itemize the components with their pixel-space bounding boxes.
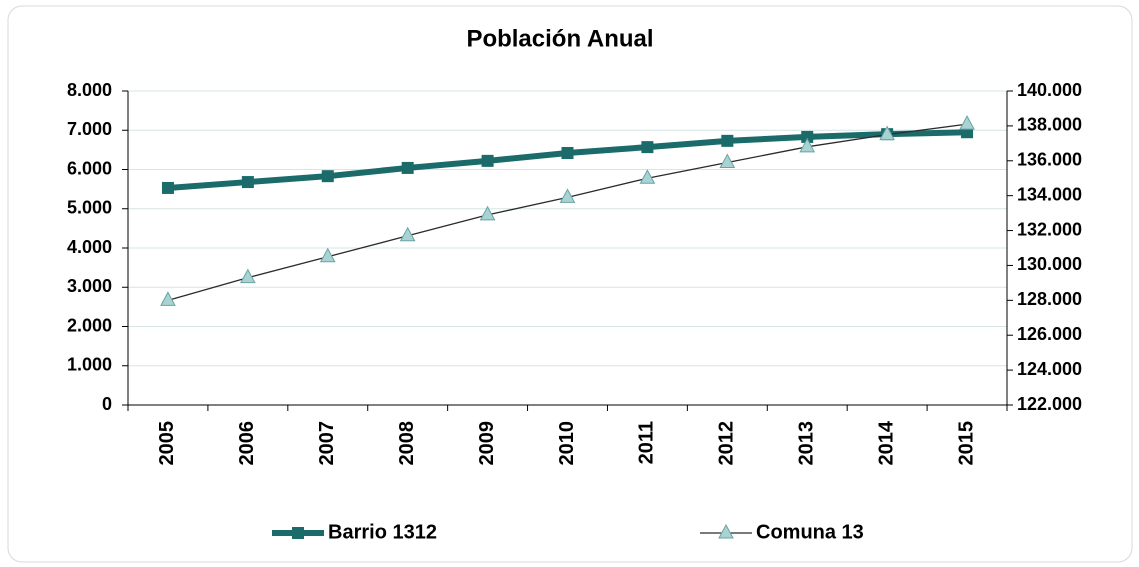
x-tick-label: 2013 [796, 421, 818, 466]
data-point [559, 188, 576, 203]
legend-label: Comuna 13 [756, 521, 864, 543]
y-tick-label: 1.000 [67, 355, 112, 375]
y-tick-label: 7.000 [67, 119, 112, 139]
y2-tick-label: 136.000 [1017, 150, 1082, 170]
data-point [799, 137, 816, 153]
data-point [401, 161, 414, 174]
x-tick-label: 2015 [955, 421, 977, 466]
data-point [160, 291, 176, 306]
y-tick-label: 0 [102, 394, 112, 414]
data-point [161, 181, 174, 194]
y2-tick-label: 126.000 [1017, 324, 1082, 344]
data-point [561, 147, 574, 160]
chart-title: Población Anual [466, 25, 653, 52]
y-tick-label: 5.000 [67, 198, 112, 218]
data-point [241, 176, 254, 189]
y-tick-label: 2.000 [67, 315, 112, 335]
y2-tick-label: 138.000 [1017, 115, 1082, 135]
data-point [399, 226, 416, 242]
data-point [641, 141, 654, 154]
y-tick-label: 8.000 [67, 80, 112, 100]
y2-tick-label: 134.000 [1017, 184, 1082, 204]
x-tick-label: 2005 [156, 421, 178, 466]
x-tick-label: 2008 [396, 421, 418, 466]
data-point [801, 130, 814, 143]
y2-tick-label: 128.000 [1017, 289, 1082, 309]
data-point [481, 154, 494, 167]
y-tick-label: 6.000 [67, 158, 112, 178]
y2-tick-label: 122.000 [1017, 394, 1082, 414]
y2-tick-label: 140.000 [1017, 80, 1082, 100]
legend-marker [718, 523, 734, 539]
data-point [321, 170, 334, 183]
x-tick-label: 2007 [316, 421, 338, 466]
data-point [879, 125, 895, 141]
data-point [240, 268, 256, 284]
y2-tick-label: 124.000 [1017, 359, 1082, 379]
data-point [961, 126, 974, 139]
x-tick-label: 2011 [636, 421, 658, 464]
chart-frame [7, 5, 1133, 563]
x-tick-label: 2012 [716, 421, 738, 466]
x-tick-label: 2006 [236, 421, 258, 466]
data-point [319, 247, 336, 263]
y-tick-label: 3.000 [67, 276, 112, 296]
data-point [479, 205, 496, 221]
x-tick-label: 2009 [476, 421, 498, 466]
data-point [721, 134, 734, 147]
legend-label: Barrio 1312 [328, 521, 437, 543]
y2-tick-label: 130.000 [1017, 254, 1082, 274]
data-point [719, 153, 736, 169]
y-tick-label: 4.000 [67, 237, 112, 257]
data-point [639, 169, 656, 184]
x-tick-label: 2014 [875, 420, 897, 465]
legend-marker [292, 527, 304, 539]
x-tick-label: 2010 [556, 421, 578, 466]
y2-tick-label: 132.000 [1017, 219, 1082, 239]
data-point [959, 115, 975, 130]
